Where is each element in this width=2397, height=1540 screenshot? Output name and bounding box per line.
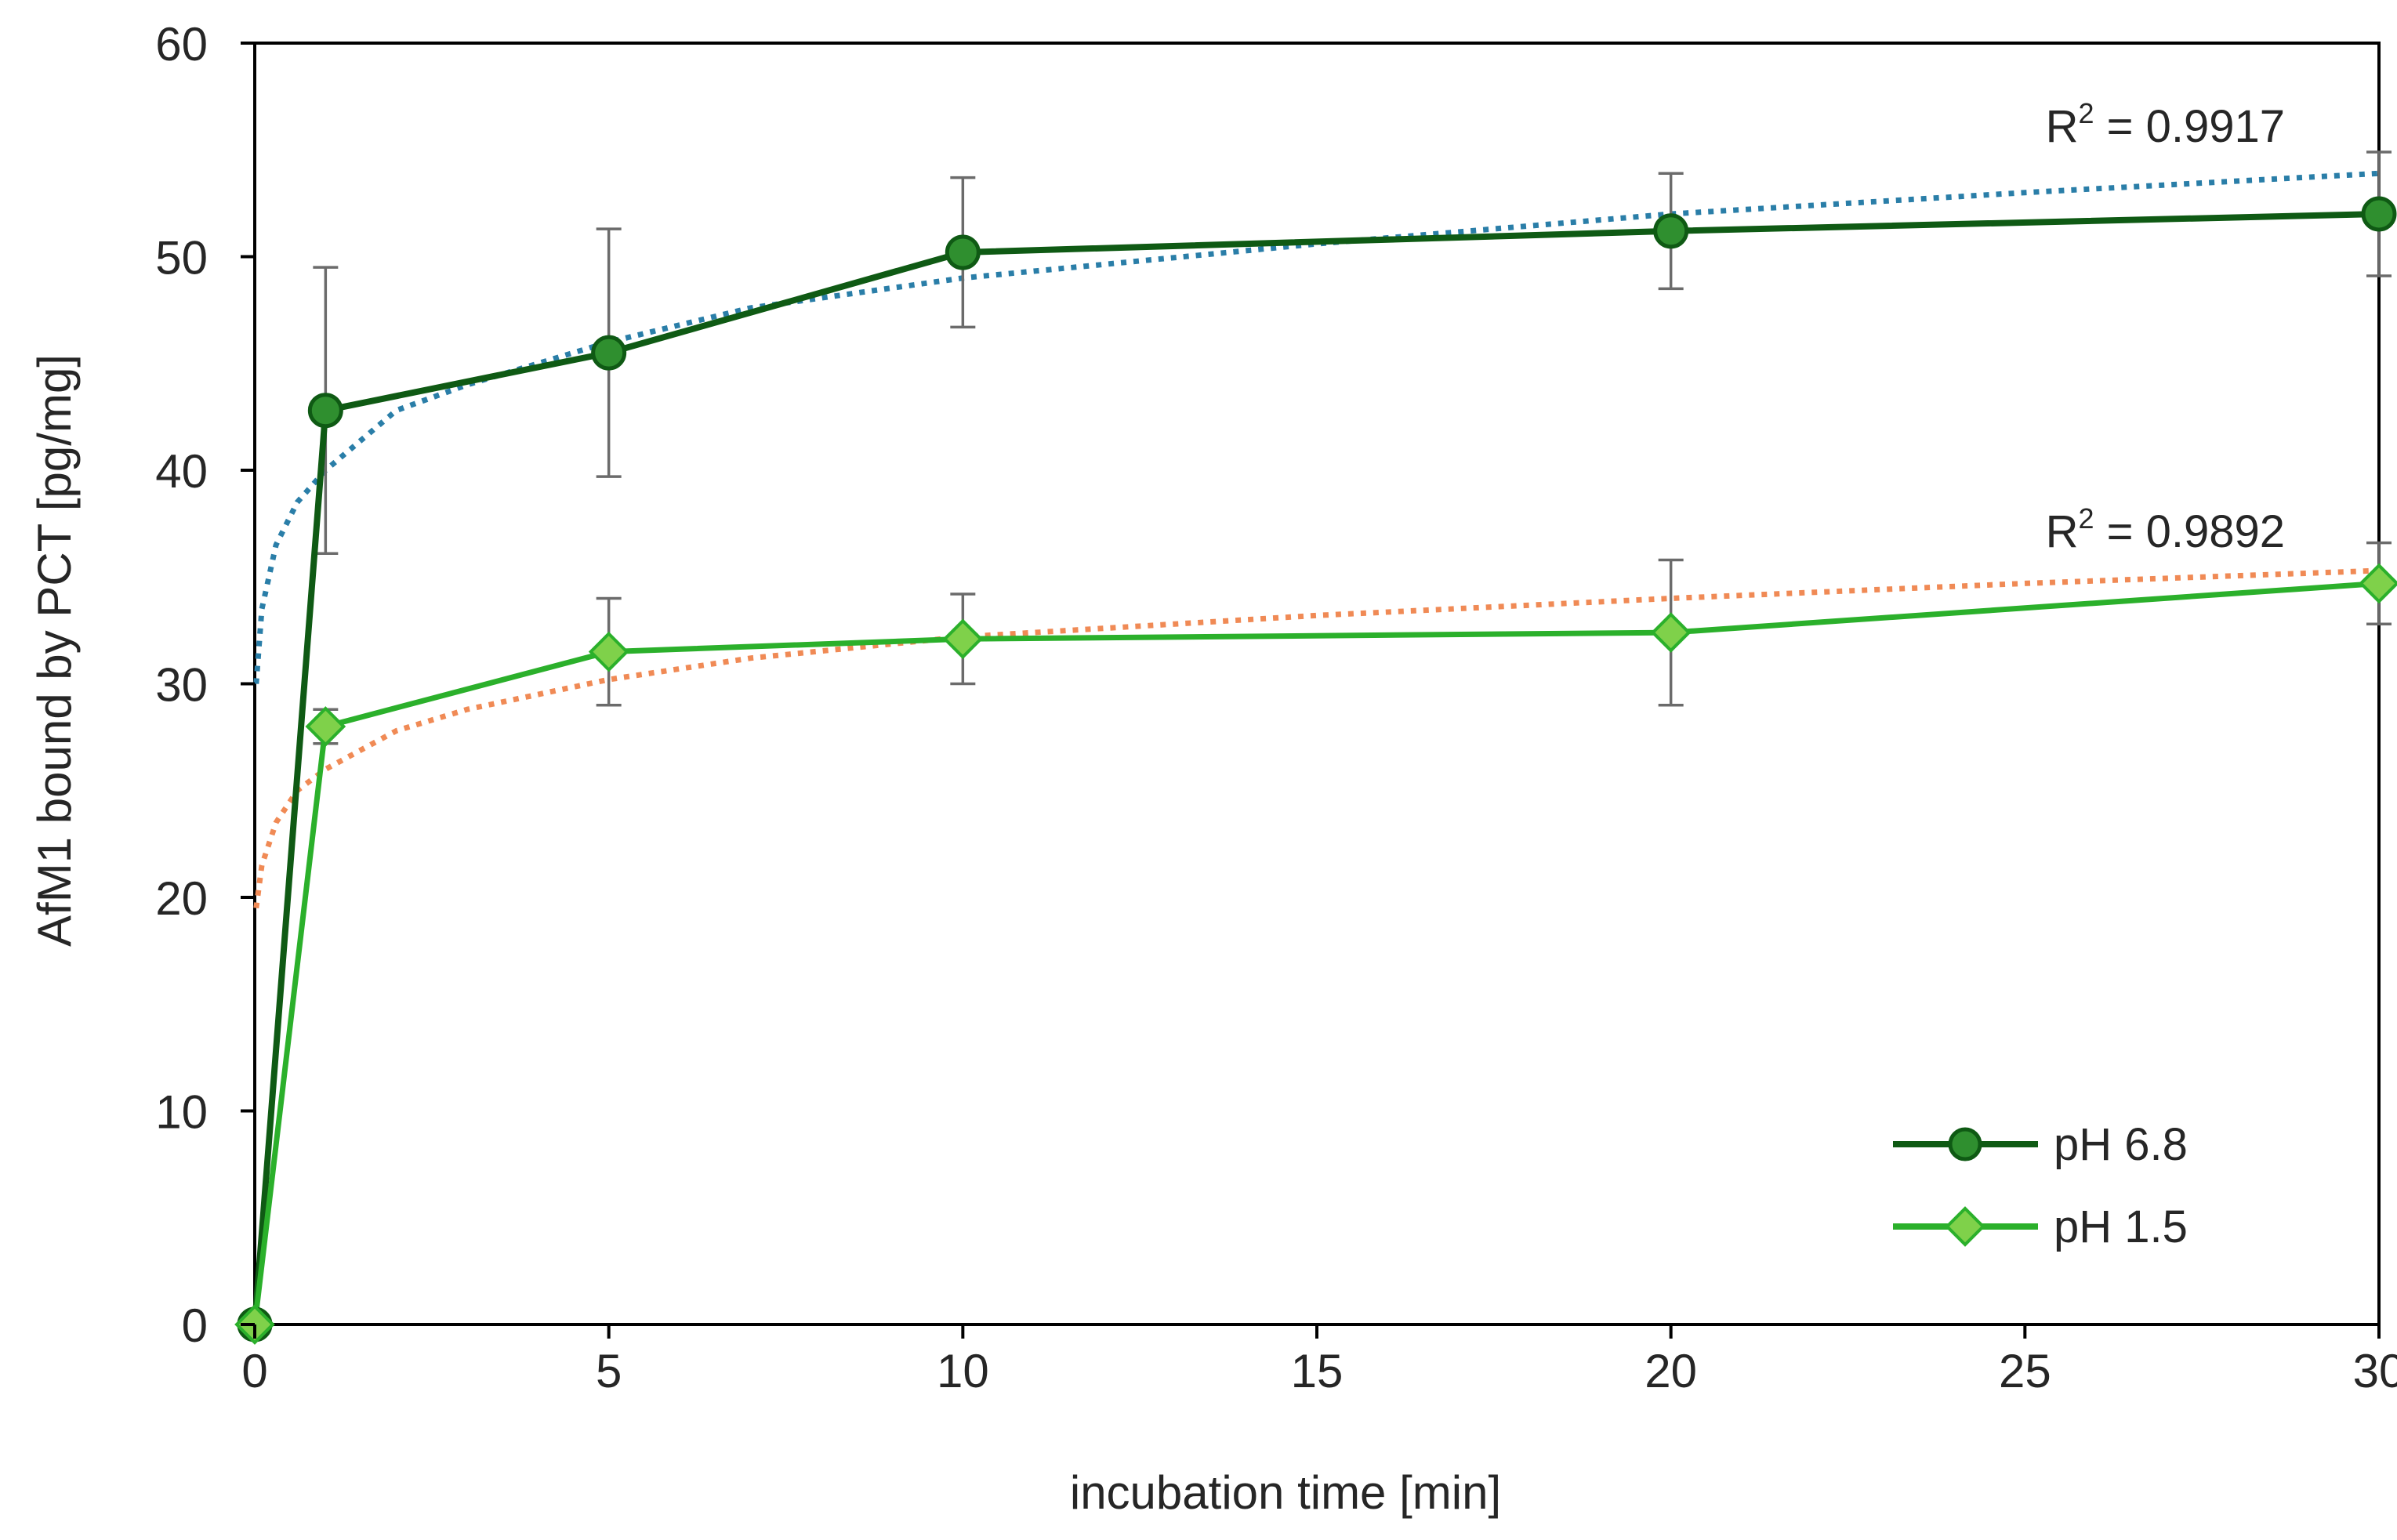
data-point-ph-1-5 [2359,563,2397,604]
data-point-ph-6-8 [1653,213,1689,249]
data-point-ph-1-5 [588,631,629,672]
y-tick-label: 50 [155,232,208,284]
legend-label-ph-1-5: pH 1.5 [2054,1201,2188,1252]
data-point-ph-6-8 [591,335,627,371]
data-point-ph-1-5 [942,618,984,660]
y-tick-label: 60 [155,18,208,71]
x-tick-label: 5 [596,1345,622,1397]
series-line-ph-6-8 [252,211,2380,1325]
trendline-ph-6-8 [253,170,2380,684]
y-tick-label: 0 [182,1299,208,1352]
r-squared-label-ph-6-8: R2 = 0.9917 [2046,97,2285,152]
data-point-ph-6-8 [945,234,981,270]
y-tick-label: 10 [155,1086,208,1139]
y-tick-label: 30 [155,659,208,712]
legend-label-ph-6-8: pH 6.8 [2054,1119,2188,1170]
x-tick-label: 15 [1291,1345,1344,1397]
trendline-ph-1-5 [253,567,2380,909]
x-tick-label: 0 [241,1345,267,1397]
legend: pH 6.8 pH 1.5 [1893,1119,2188,1252]
data-point-ph-1-5 [1650,612,1692,653]
data-point-ph-1-5 [305,706,346,747]
x-tick-label: 10 [937,1345,989,1397]
series-line-ph-1-5 [252,580,2380,1325]
x-tick-label: 30 [2353,1345,2397,1397]
data-point-ph-6-8 [307,393,343,429]
r-squared-label-ph-1-5: R2 = 0.9892 [2046,502,2285,557]
x-axis-title: incubation time [min] [1070,1466,1501,1519]
y-tick-label: 40 [155,445,208,498]
data-point-ph-6-8 [2361,196,2397,232]
y-axis-title: AfM1 bound by PCT [pg/mg] [28,354,81,947]
y-tick-label: 20 [155,872,208,925]
legend-marker-ph-6-8 [1948,1127,1982,1161]
x-tick-label: 25 [1999,1345,2051,1397]
legend-marker-ph-1-5 [1945,1206,1985,1247]
x-tick-label: 20 [1645,1345,1697,1397]
